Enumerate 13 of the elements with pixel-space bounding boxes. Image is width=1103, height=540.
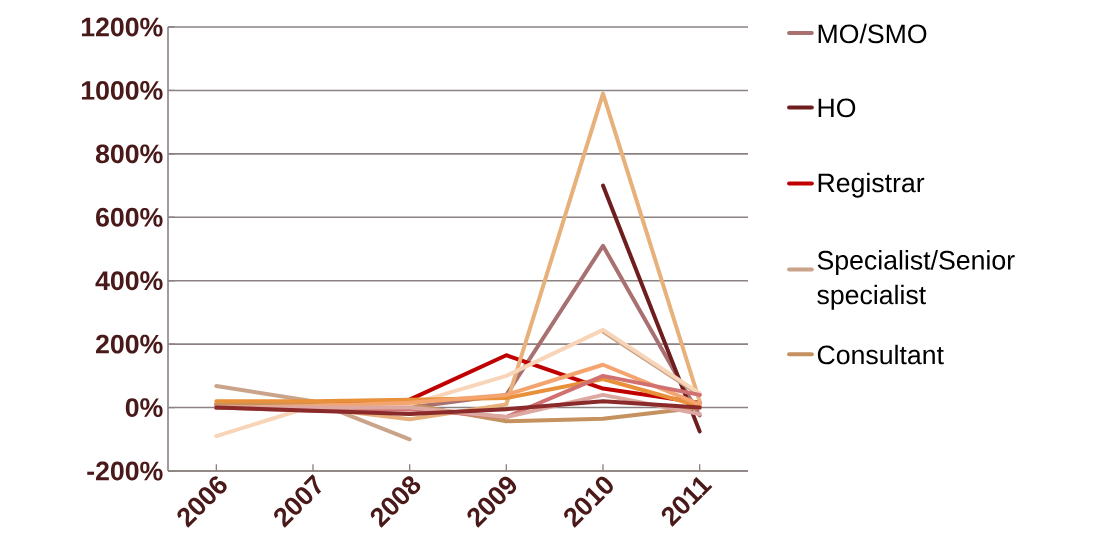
y-tick-label: 600% xyxy=(96,207,163,227)
legend-label: Consultant xyxy=(817,344,944,365)
y-tick-label: 200% xyxy=(96,334,163,354)
y-tick-label: -200% xyxy=(87,461,163,481)
y-tick-label: 800% xyxy=(95,144,163,164)
legend-label: Specialist/Senior specialist xyxy=(817,250,1015,310)
y-tick-label: 1000% xyxy=(81,80,163,100)
y-tick-label: 1200% xyxy=(81,17,163,37)
y-tick-label: 0% xyxy=(125,398,163,417)
legend-label: HO xyxy=(818,98,856,118)
y-tick-label: 400% xyxy=(95,271,163,291)
legend-label: MO/SMO xyxy=(818,23,927,44)
legend-label: Registrar xyxy=(818,172,925,198)
